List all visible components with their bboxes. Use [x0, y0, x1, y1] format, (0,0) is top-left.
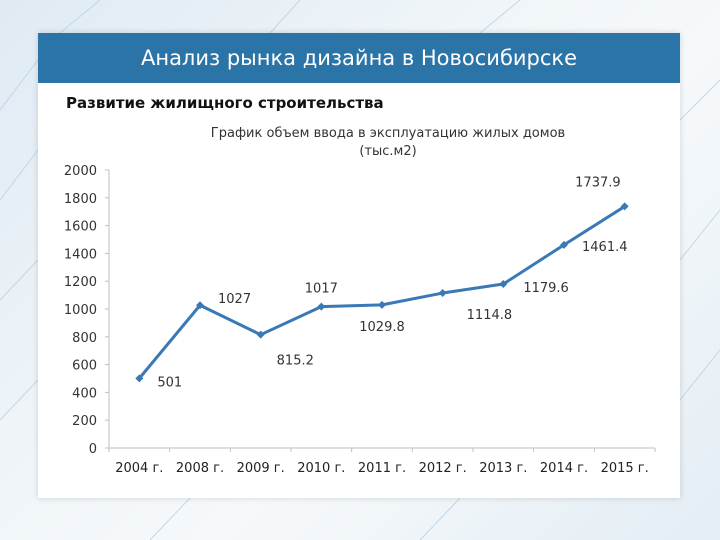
data-point [499, 280, 508, 289]
x-tick-label: 2008 г. [176, 461, 224, 476]
data-label: 1461.4 [582, 240, 628, 255]
chart-title: График объем ввода в эксплуатацию жилых … [158, 125, 618, 161]
data-label: 815.2 [277, 354, 314, 369]
slide: Анализ рынка дизайна в Новосибирске Разв… [38, 33, 680, 498]
y-tick-label: 1800 [64, 192, 97, 207]
y-tick-label: 1000 [64, 303, 97, 318]
data-point [378, 300, 386, 309]
data-label: 1029.8 [359, 320, 405, 335]
y-tick-label: 400 [72, 386, 97, 401]
y-tick-label: 800 [72, 331, 97, 346]
data-point [438, 289, 447, 298]
y-tick-label: 600 [72, 359, 97, 374]
data-point [620, 202, 629, 211]
x-tick-label: 2009 г. [237, 461, 285, 476]
x-tick-label: 2013 г. [479, 461, 527, 476]
data-label: 1179.6 [523, 281, 569, 296]
data-label: 1027 [218, 292, 251, 307]
data-point [256, 330, 265, 339]
slide-title: Анализ рынка дизайна в Новосибирске [38, 33, 680, 83]
chart-title-line-2: (тыс.м2) [359, 144, 417, 159]
section-subtitle: Развитие жилищного строительства [66, 94, 384, 112]
data-point [196, 301, 204, 310]
data-label: 501 [157, 375, 182, 390]
data-point [135, 374, 144, 383]
data-label: 1114.8 [467, 308, 512, 323]
data-point [317, 302, 326, 311]
data-point [560, 240, 568, 249]
x-tick-label: 2011 г. [358, 461, 406, 476]
x-tick-label: 2014 г. [540, 461, 588, 476]
y-tick-label: 0 [89, 442, 97, 457]
y-tick-label: 200 [72, 414, 97, 429]
data-label: 1737.9 [575, 175, 621, 190]
y-tick-label: 2000 [64, 164, 97, 179]
data-label: 1017 [305, 282, 338, 297]
x-tick-label: 2012 г. [419, 461, 467, 476]
x-tick-label: 2004 г. [115, 461, 163, 476]
y-tick-label: 1600 [64, 220, 97, 235]
y-tick-label: 1400 [64, 247, 97, 262]
x-tick-label: 2015 г. [601, 461, 649, 476]
x-tick-label: 2010 г. [297, 461, 345, 476]
y-tick-label: 1200 [64, 275, 97, 290]
chart-title-line-1: График объем ввода в эксплуатацию жилых … [210, 126, 566, 141]
